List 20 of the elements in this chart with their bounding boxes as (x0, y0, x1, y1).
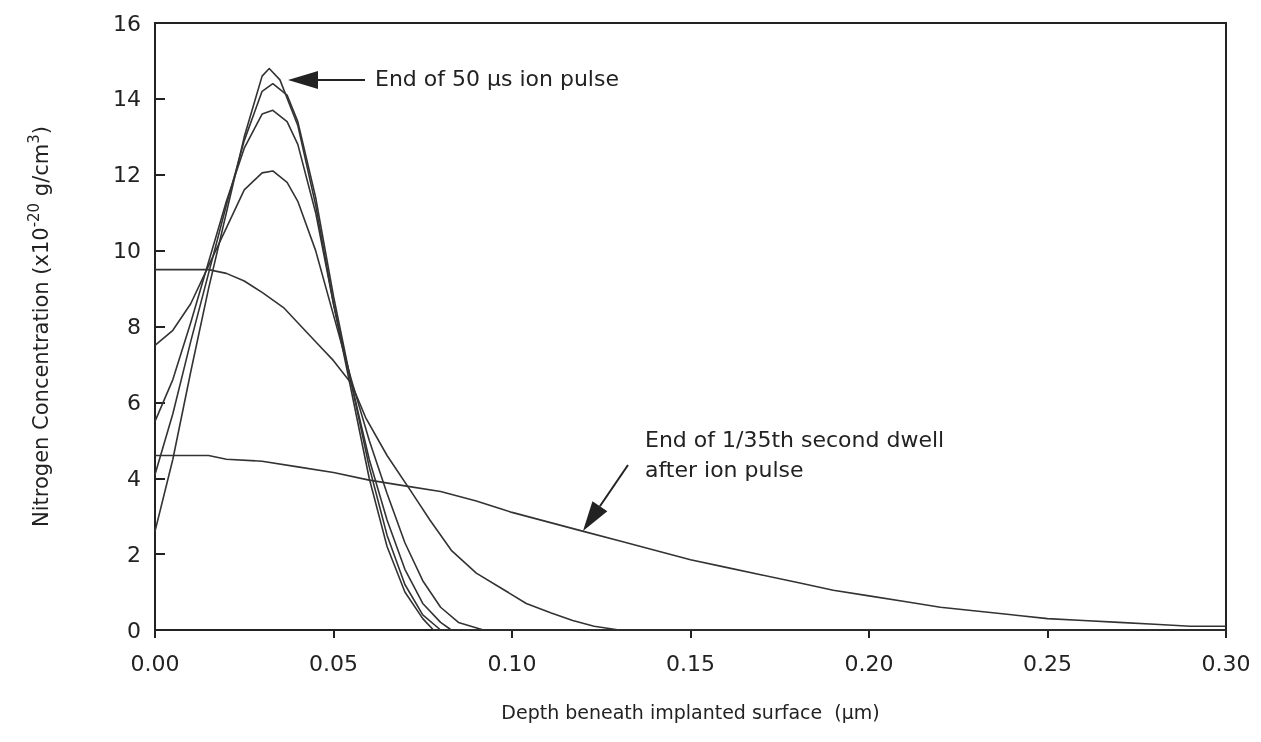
y-tick-label: 14 (113, 86, 141, 112)
y-tick-label: 12 (113, 162, 141, 188)
annotation: End of 50 µs ion pulse (375, 65, 620, 93)
y-tick-label: 16 (113, 10, 141, 36)
x-tick-label: 0.00 (130, 650, 180, 676)
x-tick-label: 0.05 (309, 650, 358, 676)
annotation: End of 1/35th second dwell after ion pulse (645, 426, 946, 484)
x-tick-label: 0.20 (844, 650, 894, 676)
x-axis-title: Depth beneath implanted surface (µm) (501, 700, 880, 723)
y-tick-label: 0 (127, 617, 141, 643)
x-tick-label: 0.25 (1023, 650, 1072, 676)
x-tick-label: 0.10 (487, 650, 537, 676)
y-tick-label: 6 (127, 389, 141, 415)
x-tick-label: 0.15 (666, 650, 715, 676)
y-tick-label: 2 (127, 541, 141, 567)
x-tick-label: 0.30 (1201, 650, 1251, 676)
y-tick-label: 8 (127, 314, 141, 339)
y-tick-label: 4 (127, 465, 141, 491)
y-axis-title: Nitrogen Concentration (x10-20 g/cm3) (24, 126, 53, 527)
y-tick-label: 10 (113, 238, 141, 264)
